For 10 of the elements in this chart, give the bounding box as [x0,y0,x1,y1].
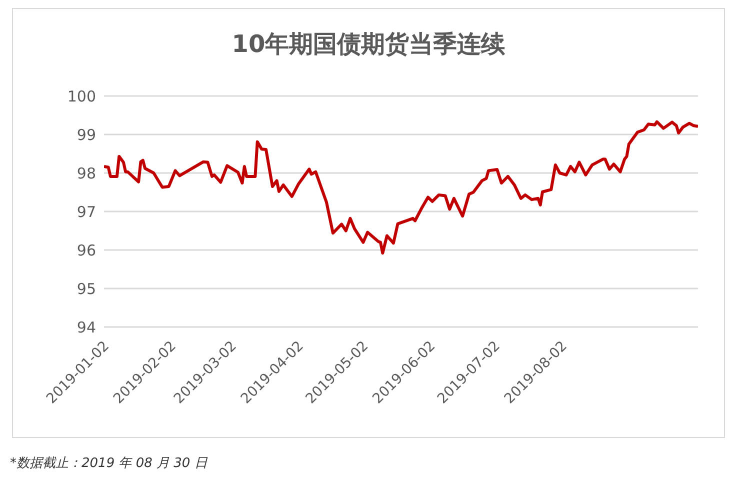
line-series [104,120,698,255]
y-tick-label: 96 [76,241,96,260]
y-tick-label: 98 [76,164,96,182]
text: *数据截止：2019 年 08 月 30 日 [10,455,209,472]
chart-title: 10年期国债期货当季连续 [230,29,506,60]
y-tick-label: 97 [76,202,96,221]
y-tick-label: 99 [76,126,96,144]
y-tick-label: 95 [76,280,96,298]
y-tick-label: 94 [76,318,96,336]
y-tick-label: 100 [67,87,96,106]
